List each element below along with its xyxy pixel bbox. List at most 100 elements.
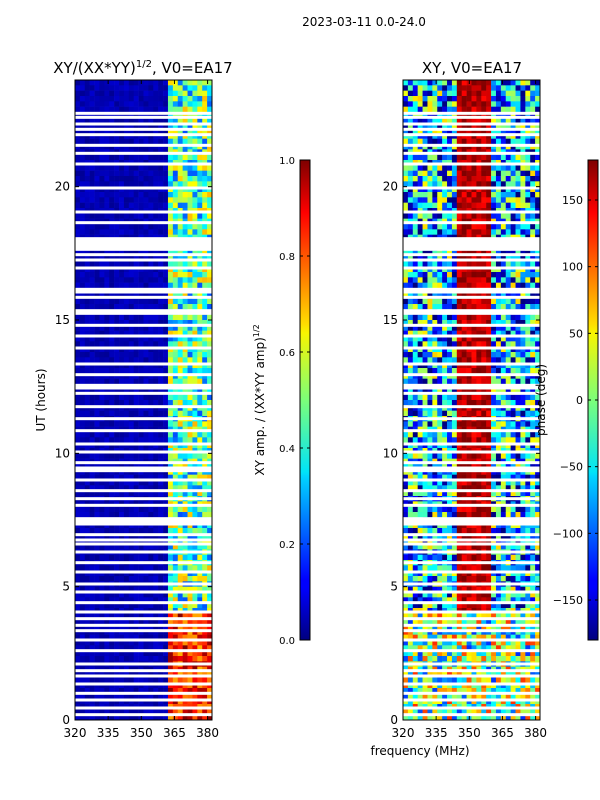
heatmap-cell bbox=[128, 336, 135, 342]
heatmap-cell bbox=[451, 224, 458, 230]
heatmap-cell bbox=[99, 437, 105, 443]
heatmap-cell bbox=[123, 352, 130, 358]
heatmap-cell bbox=[403, 640, 409, 646]
phase-heatmap bbox=[403, 80, 541, 721]
heatmap-cell bbox=[182, 602, 188, 609]
heatmap-cell bbox=[167, 576, 174, 582]
heatmap-cell bbox=[109, 592, 115, 598]
heatmap-cell bbox=[158, 325, 164, 331]
heatmap-cell bbox=[172, 314, 179, 321]
heatmap-cell bbox=[84, 656, 90, 662]
heatmap-cell bbox=[99, 192, 105, 198]
heatmap-cell bbox=[187, 613, 193, 619]
heatmap-cell bbox=[417, 325, 423, 331]
heatmap-cell bbox=[114, 368, 120, 374]
heatmap-cell bbox=[456, 490, 463, 497]
heatmap-cell bbox=[153, 85, 159, 91]
heatmap-cell bbox=[461, 106, 467, 113]
heatmap-cell bbox=[192, 80, 198, 86]
heatmap-cell bbox=[456, 714, 463, 721]
heatmap-cell bbox=[148, 618, 154, 625]
heatmap-cell bbox=[148, 330, 154, 337]
heatmap-cell bbox=[447, 512, 453, 518]
heatmap-cell bbox=[442, 378, 448, 385]
heatmap-cell bbox=[153, 554, 159, 561]
heatmap-cell bbox=[417, 261, 423, 267]
heatmap-cell bbox=[447, 688, 453, 694]
heatmap-cell bbox=[187, 576, 193, 582]
heatmap-cell bbox=[158, 485, 164, 491]
heatmap-cell bbox=[163, 96, 169, 102]
heatmap-cell bbox=[207, 650, 213, 657]
heatmap-cell bbox=[182, 421, 188, 427]
heatmap-cell bbox=[89, 229, 95, 235]
heatmap-cell bbox=[403, 80, 409, 86]
heatmap-cell bbox=[123, 656, 130, 662]
heatmap-cell bbox=[128, 576, 135, 582]
heatmap-cell bbox=[79, 336, 86, 342]
heatmap-cell bbox=[104, 554, 110, 561]
heatmap-cell bbox=[451, 138, 458, 145]
heatmap-cell bbox=[143, 640, 149, 646]
heatmap-cell bbox=[138, 597, 144, 603]
heatmap-cell bbox=[128, 714, 135, 721]
heatmap-cell bbox=[104, 410, 110, 417]
heatmap-cell bbox=[422, 341, 428, 347]
heatmap-cell bbox=[99, 96, 105, 102]
heatmap-cell bbox=[187, 298, 193, 305]
heatmap-cell bbox=[148, 341, 154, 347]
heatmap-cell bbox=[197, 554, 203, 561]
heatmap-cell bbox=[119, 298, 125, 305]
heatmap-cell bbox=[192, 677, 198, 683]
heatmap-cell bbox=[167, 474, 174, 481]
heatmap-cell bbox=[114, 480, 120, 486]
heatmap-cell bbox=[79, 202, 86, 209]
heatmap-cell bbox=[451, 437, 458, 443]
heatmap-cell bbox=[133, 506, 139, 513]
heatmap-cell bbox=[412, 154, 418, 161]
heatmap-cell bbox=[456, 154, 463, 161]
heatmap-cell bbox=[94, 341, 100, 347]
heatmap-cell bbox=[197, 80, 203, 86]
heatmap-cell bbox=[207, 368, 213, 374]
heatmap-cell bbox=[104, 336, 110, 342]
heatmap-cell bbox=[177, 602, 183, 609]
heatmap-cell bbox=[148, 650, 154, 657]
heatmap-cell bbox=[128, 437, 135, 443]
heatmap-cell bbox=[417, 394, 423, 401]
heatmap-cell bbox=[456, 688, 463, 694]
heatmap-cell bbox=[177, 304, 183, 310]
heatmap-cell bbox=[202, 90, 208, 97]
x-tick-label: 380 bbox=[196, 726, 219, 740]
heatmap-cell bbox=[437, 656, 443, 662]
heatmap-cell bbox=[432, 592, 438, 598]
heatmap-cell bbox=[109, 480, 115, 486]
heatmap-cell bbox=[202, 202, 208, 209]
heatmap-cell bbox=[94, 618, 100, 625]
heatmap-cell bbox=[75, 565, 81, 571]
heatmap-cell bbox=[427, 677, 433, 683]
heatmap-cell bbox=[202, 645, 208, 651]
heatmap-cell bbox=[177, 229, 183, 235]
heatmap-cell bbox=[75, 453, 81, 459]
heatmap-cell bbox=[84, 80, 90, 86]
heatmap-cell bbox=[417, 357, 423, 363]
heatmap-cell bbox=[148, 602, 154, 609]
heatmap-cell bbox=[412, 314, 418, 321]
heatmap-cell bbox=[75, 394, 81, 401]
heatmap-cell bbox=[104, 490, 110, 497]
heatmap-cell bbox=[163, 181, 169, 187]
heatmap-cell bbox=[403, 336, 409, 342]
heatmap-cell bbox=[143, 512, 149, 518]
heatmap-cell bbox=[202, 101, 208, 107]
flagged-time-gap bbox=[75, 266, 212, 270]
heatmap-cell bbox=[89, 586, 95, 593]
heatmap-cell bbox=[422, 688, 428, 694]
heatmap-cell bbox=[451, 320, 458, 326]
heatmap-cell bbox=[437, 597, 443, 603]
heatmap-cell bbox=[133, 181, 139, 187]
heatmap-cell bbox=[456, 192, 463, 198]
heatmap-cell bbox=[447, 336, 453, 342]
heatmap-cell bbox=[128, 693, 135, 699]
